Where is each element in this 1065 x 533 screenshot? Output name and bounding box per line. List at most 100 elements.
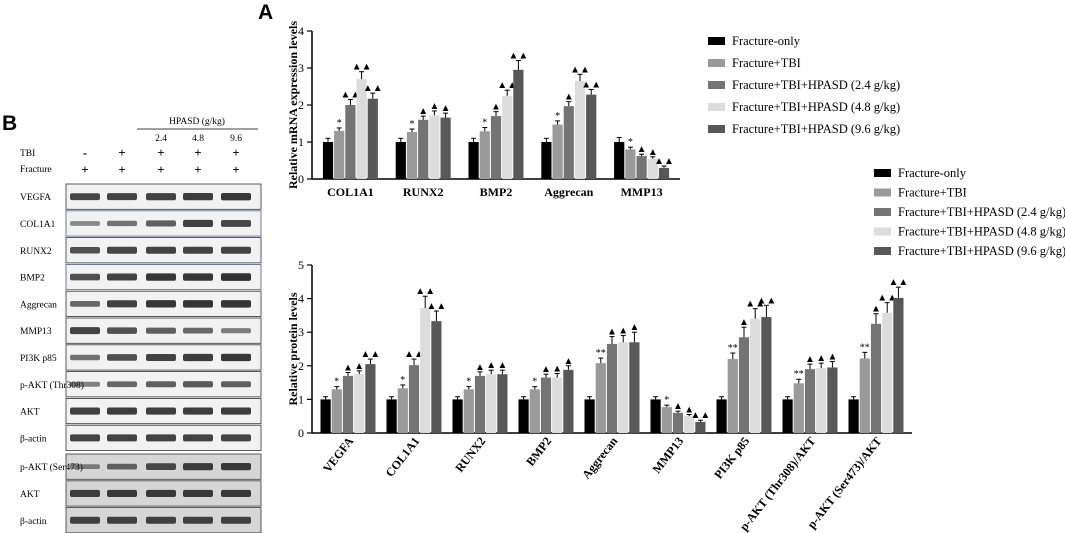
legend-swatch [874,188,891,197]
blot-band [146,246,176,254]
significance-mark: * [337,118,342,129]
significance-mark: ▲ [564,92,574,103]
blot-row-label: Aggrecan [20,300,57,310]
bar [367,98,378,179]
bar [420,308,431,433]
blot-band [146,300,176,308]
blot-row-label: β-actin [20,517,47,527]
legend-label: Fracture+TBI [732,56,801,70]
blot-band [183,463,213,471]
blot-row-label: p-AKT (Thr308) [20,380,84,391]
blot-row-label: AKT [20,408,40,418]
blot-band [107,407,137,415]
significance-mark: * [532,377,537,388]
significance-mark: ▲▲ [581,79,601,90]
bar [490,116,502,179]
blot-band [146,463,176,471]
significance-mark: ▲▲ [352,62,372,73]
significance-mark: * [410,119,415,130]
bar [647,158,658,179]
significance-mark: ▲▲ [363,83,383,94]
fracture-sign: + [232,162,239,177]
y-tick-label: 1 [298,392,304,406]
bar [629,342,640,433]
bar [474,375,486,433]
bar [672,412,684,433]
blot-band [183,273,213,281]
significance-mark: ▲▲ [361,349,381,360]
x-category-label: COL1A1 [383,434,423,479]
fracture-sign: + [118,162,125,177]
significance-mark: * [555,111,560,122]
bar [695,421,706,433]
tbi-sign: + [118,145,125,160]
blot-band [183,381,213,388]
blot-band [107,489,137,498]
x-category-label: MMP13 [649,434,686,476]
blot-band [183,489,213,498]
blot-band [107,273,137,281]
bar [804,369,816,433]
bar [334,130,345,179]
bar [563,106,574,179]
y-tick-label: 3 [298,61,304,75]
bar [614,142,625,179]
bar [322,142,334,179]
x-category-label: BMP2 [523,434,554,468]
x-category-label: MMP13 [621,185,663,199]
tbi-sign: + [157,145,164,160]
bar [529,389,540,433]
blot-row-label: β-actin [20,434,47,444]
y-tick-label: 4 [298,24,304,38]
x-category-label: VEGFA [320,434,357,475]
bar [552,124,563,179]
blot-band [221,273,251,281]
blot-band [107,300,137,308]
tbi-sign: + [232,145,239,160]
bar [782,399,793,433]
blot-band [146,353,176,361]
significance-mark: ▲▲ [427,301,447,312]
bar [625,149,636,179]
bar [395,142,406,179]
blot-band [221,300,251,308]
bar [345,105,356,179]
bar [716,399,727,433]
bar [463,389,474,433]
significance-mark: * [482,118,487,129]
bar [365,364,376,433]
bar [468,142,479,179]
significance-mark: ** [794,369,804,380]
bar [541,142,552,179]
blot-band [221,463,251,471]
bar [479,131,490,179]
legend-label: Fracture+TBI+HPASD (9.6 g/kg) [732,122,900,136]
y-axis-title: Relative mRNA expression levels [286,21,300,189]
bar [563,369,574,433]
legend-swatch [708,37,725,45]
significance-mark: ▲ [739,317,749,328]
significance-mark: ▲ [354,361,364,372]
y-tick-label: 2 [298,359,304,373]
blot-band [70,193,100,201]
bar [502,95,513,179]
blot-row-label: MMP13 [20,327,52,337]
blot-band [221,407,251,415]
bar [552,377,563,433]
legend-label: Fracture+TBI+HPASD (4.8 g/kg) [732,100,900,114]
significance-mark: ▲ [871,304,881,315]
blot-band [146,273,176,281]
significance-mark: * [334,377,339,388]
bar [618,342,629,433]
blot-band [183,246,213,254]
blot-band [221,192,251,201]
blot-band [221,246,251,254]
significance-mark: ▲ [541,364,551,375]
blot-band [70,464,100,470]
significance-mark: ▲ [418,106,428,117]
blot-band [221,220,251,227]
blot-row-label: COL1A1 [20,220,56,230]
significance-mark: ▲▲ [341,89,361,100]
significance-mark: * [466,377,471,388]
